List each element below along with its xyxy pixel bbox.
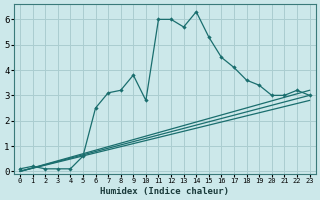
X-axis label: Humidex (Indice chaleur): Humidex (Indice chaleur) xyxy=(100,187,229,196)
